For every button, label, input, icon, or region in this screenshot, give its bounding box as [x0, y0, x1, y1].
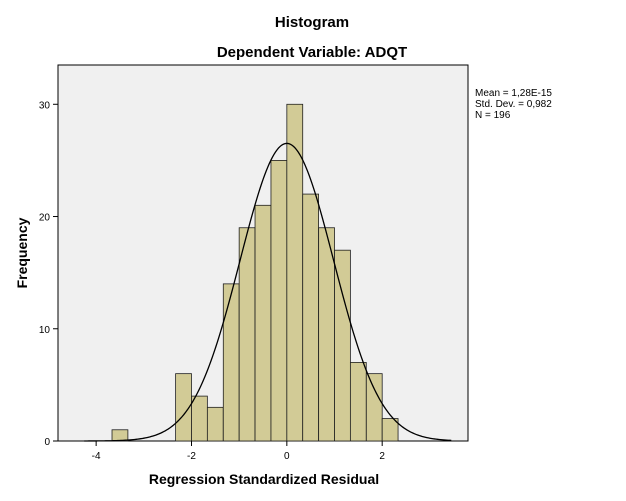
histogram-bar [191, 395, 208, 442]
histogram-bar [381, 418, 399, 442]
y-axis-title: Frequency [14, 217, 30, 288]
x-tick-label: -2 [187, 451, 196, 462]
bars-group [111, 103, 399, 442]
normal-curve [84, 142, 452, 442]
x-axis-title: Regression Standardized Residual [149, 471, 379, 487]
histogram-bar [254, 204, 272, 442]
histogram-bar [206, 406, 224, 442]
axes-group: 0 10 20 30 -4 -2 0 2 [39, 100, 386, 462]
chart-title: Histogram [275, 14, 349, 31]
stats-std-dev: Std. Dev. = 0,982 [475, 99, 552, 110]
x-tick-label: 2 [379, 451, 385, 462]
y-tick-label: 0 [44, 437, 50, 448]
x-tick-label: 0 [284, 451, 290, 462]
y-tick-label: 20 [39, 213, 51, 224]
chart-subtitle: Dependent Variable: ADQT [217, 44, 407, 61]
y-tick-label: 30 [39, 100, 51, 111]
histogram-bar [365, 373, 383, 442]
histogram-bar [318, 227, 335, 442]
stats-n: N = 196 [475, 110, 511, 121]
histogram-bar [222, 283, 240, 442]
histogram-bar [349, 362, 367, 442]
histogram-bar [238, 227, 256, 442]
histogram-bar [270, 160, 288, 442]
stats-mean: Mean = 1,28E-15 [475, 88, 552, 99]
y-tick-label: 10 [39, 325, 51, 336]
histogram-bar [302, 193, 319, 442]
histogram-bar [111, 429, 129, 442]
histogram-bar [334, 249, 351, 442]
x-tick-label: -4 [92, 451, 101, 462]
